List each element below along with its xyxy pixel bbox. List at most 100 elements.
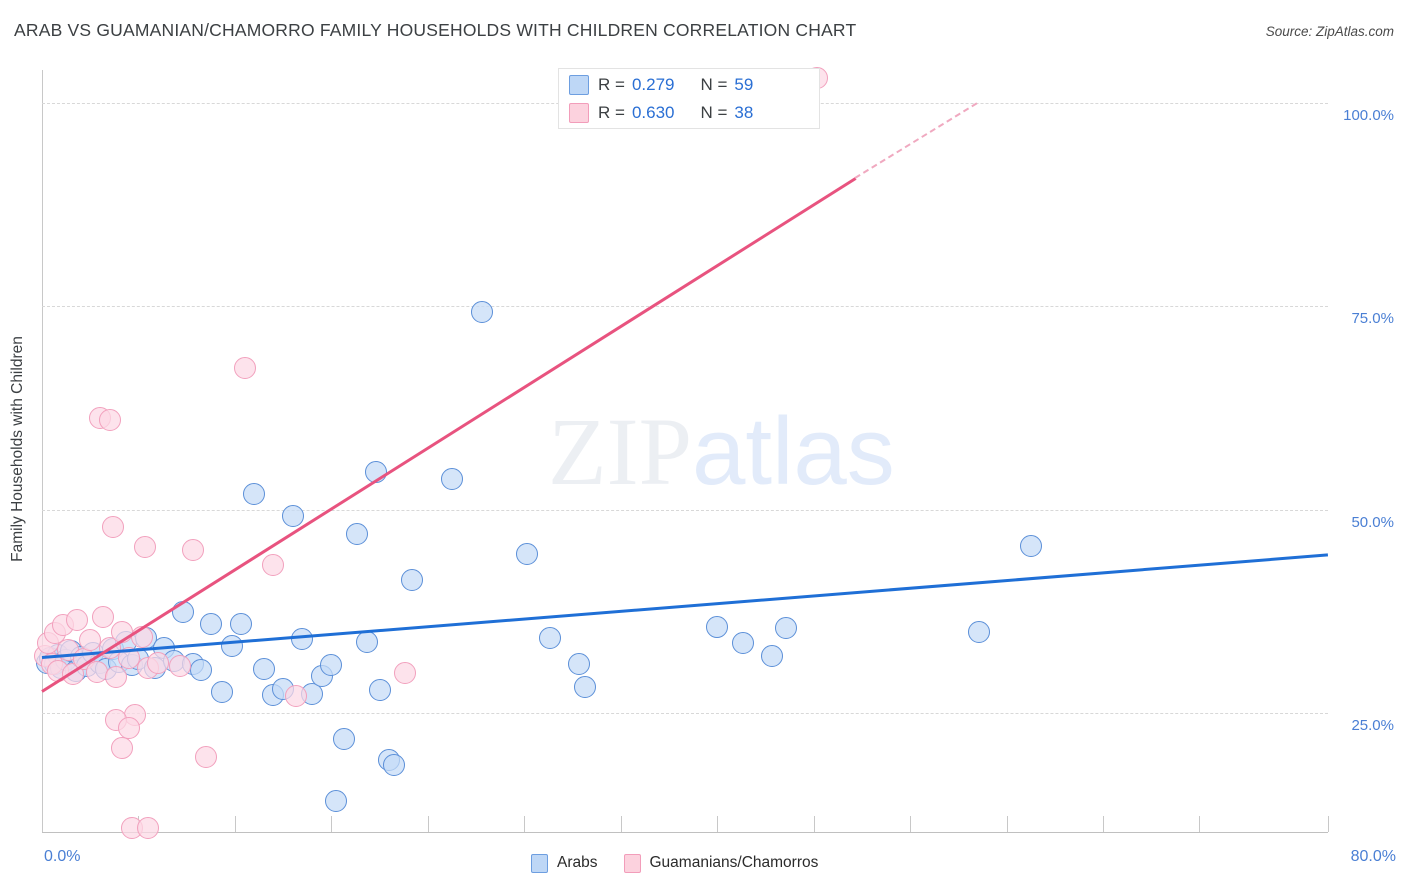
scatter-point[interactable] [760, 645, 783, 668]
x-axis-tick [1199, 816, 1201, 832]
scatter-point[interactable] [111, 737, 134, 760]
guamanians-n-label: N = [700, 103, 728, 122]
y-axis-tick-label: 25.0% [1351, 717, 1394, 735]
legend-swatch-icon [531, 853, 548, 873]
scatter-point[interactable] [574, 676, 597, 699]
x-axis-tick [331, 816, 333, 832]
scatter-point[interactable] [471, 300, 494, 323]
scatter-point[interactable] [368, 679, 391, 702]
gridline [42, 306, 1328, 308]
x-axis-tick [620, 816, 622, 832]
scatter-point[interactable] [252, 658, 275, 681]
scatter-point[interactable] [104, 666, 127, 689]
scatter-point[interactable] [706, 615, 729, 638]
y-axis-tick-label: 50.0% [1351, 513, 1394, 531]
scatter-point[interactable] [137, 816, 160, 839]
scatter-point[interactable] [194, 746, 217, 769]
scatter-point[interactable] [92, 606, 115, 629]
y-axis-line [42, 70, 43, 832]
guamanians-r-label: R = [598, 103, 625, 122]
arabs-swatch-icon [569, 75, 589, 95]
scatter-point[interactable] [731, 632, 754, 655]
gridline [42, 509, 1328, 511]
arabs-n-label: N = [700, 75, 728, 94]
scatter-point[interactable] [383, 754, 406, 777]
trendline [41, 177, 857, 694]
scatter-point[interactable] [172, 601, 195, 624]
y-axis-tick-label: 100.0% [1343, 106, 1394, 124]
stats-legend-box: R = 0.279 N = 59 R = 0.630 N = 38 [558, 68, 820, 129]
x-axis-tick [42, 816, 43, 832]
scatter-point[interactable] [333, 728, 356, 751]
gridline [42, 713, 1328, 715]
scatter-point[interactable] [775, 617, 798, 640]
scatter-point[interactable] [538, 627, 561, 650]
scatter-point[interactable] [117, 646, 140, 669]
scatter-point[interactable] [394, 662, 417, 685]
scatter-point[interactable] [320, 654, 343, 677]
scatter-point[interactable] [230, 612, 253, 635]
scatter-point[interactable] [211, 680, 234, 703]
scatter-point[interactable] [968, 620, 991, 643]
legend-item[interactable]: Guamanians/Chamorros [623, 853, 818, 873]
scatter-point[interactable] [1019, 535, 1042, 558]
scatter-point[interactable] [199, 613, 222, 636]
y-axis-tick-label: 75.0% [1351, 310, 1394, 328]
x-axis-tick [717, 816, 719, 832]
watermark-zip: ZIP [548, 398, 692, 505]
scatter-point[interactable] [400, 568, 423, 591]
x-axis-tick [910, 816, 912, 832]
x-axis-tick [234, 816, 236, 832]
page-title: ARAB VS GUAMANIAN/CHAMORRO FAMILY HOUSEH… [14, 20, 857, 40]
scatter-point[interactable] [233, 356, 256, 379]
scatter-point[interactable] [66, 609, 89, 632]
x-axis-max-label: 80.0% [1350, 848, 1396, 865]
scatter-point[interactable] [85, 661, 108, 684]
scatter-point[interactable] [567, 653, 590, 676]
scatter-point[interactable] [220, 635, 243, 658]
scatter-point[interactable] [169, 654, 192, 677]
x-axis-tick [1102, 816, 1104, 832]
scatter-point[interactable] [346, 523, 369, 546]
x-axis-tick [1328, 816, 1329, 832]
x-axis-tick [427, 816, 429, 832]
scatter-point[interactable] [291, 628, 314, 651]
scatter-point[interactable] [133, 536, 156, 559]
scatter-point[interactable] [325, 790, 348, 813]
scatter-point[interactable] [98, 409, 121, 432]
x-axis-min-label: 0.0% [44, 848, 81, 865]
scatter-point[interactable] [284, 685, 307, 708]
scatter-point[interactable] [281, 505, 304, 528]
scatter-point[interactable] [355, 630, 378, 653]
scatter-point[interactable] [440, 468, 463, 491]
arabs-n-value: 59 [734, 75, 754, 94]
stats-row-guamanians: R = 0.630 N = 38 [569, 100, 753, 126]
guamanians-swatch-icon [569, 103, 589, 123]
scatter-point[interactable] [146, 651, 169, 674]
series-legend: Arabs Guamanians/Chamorros [531, 851, 844, 875]
x-axis-line [42, 832, 1328, 833]
scatter-point[interactable] [365, 461, 388, 484]
scatter-point[interactable] [117, 716, 140, 739]
scatter-point[interactable] [516, 542, 539, 565]
arabs-r-value: 0.279 [631, 75, 675, 94]
scatter-point[interactable] [190, 658, 213, 681]
scatter-point[interactable] [243, 483, 266, 506]
y-axis-title: Family Households with Children [9, 336, 26, 562]
scatter-point[interactable] [262, 553, 285, 576]
x-axis-tick [813, 816, 815, 832]
x-axis-tick [1006, 816, 1008, 832]
arabs-r-label: R = [598, 75, 625, 94]
scatter-point[interactable] [101, 515, 124, 538]
scatter-point[interactable] [79, 628, 102, 651]
legend-swatch-icon [623, 853, 641, 873]
source-label: Source: ZipAtlas.com [1265, 24, 1394, 39]
legend-item[interactable]: Arabs [531, 853, 598, 873]
scatter-point[interactable] [182, 539, 205, 562]
scatter-point[interactable] [98, 637, 121, 659]
scatter-point[interactable] [130, 625, 153, 648]
watermark: ZIPatlas [548, 404, 895, 500]
guamanians-n-value: 38 [734, 103, 754, 122]
trendline [854, 102, 979, 180]
